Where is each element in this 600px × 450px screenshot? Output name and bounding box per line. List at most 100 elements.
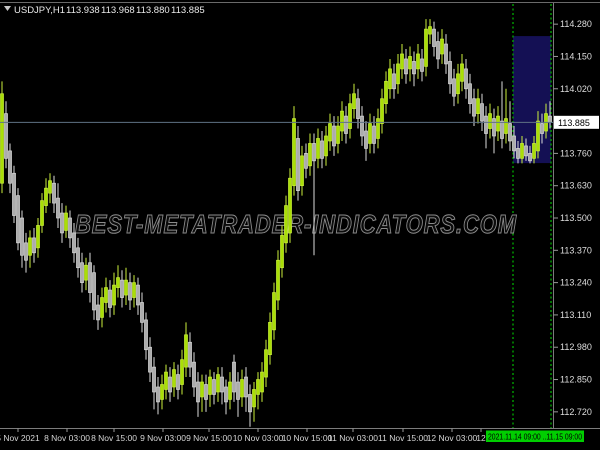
candle-body-bear	[136, 284, 140, 306]
candle	[132, 275, 136, 308]
candle-body-bear	[320, 140, 324, 159]
candle-body-bull	[308, 143, 312, 167]
candle-body-bull	[48, 180, 52, 194]
candle	[216, 367, 220, 402]
candle	[392, 63, 396, 99]
time-tick-label: 8 Nov 15:00	[91, 433, 137, 443]
symbol-header[interactable]: USDJPY,H1 113.938 113.968 113.880 113.88…	[4, 5, 205, 16]
candle	[92, 265, 96, 320]
candle-body-bear	[60, 212, 64, 234]
time-range-tag-bg	[486, 430, 584, 442]
candle-body-bull	[368, 123, 372, 144]
close-value: 113.885	[171, 5, 205, 16]
candles-layer	[0, 19, 552, 427]
candle-body-bull	[28, 237, 32, 256]
candle	[256, 372, 260, 410]
candle	[64, 205, 68, 238]
candle-body-bear	[332, 125, 336, 147]
candle-body-bear	[140, 302, 144, 323]
candle-body-bear	[304, 153, 308, 169]
candle-body-bear	[524, 145, 528, 157]
candle-body-bear	[432, 28, 436, 47]
time-tick-label: 12 Nov 03:00	[427, 433, 478, 443]
candle	[380, 88, 384, 134]
candle-body-bear	[212, 379, 216, 395]
candle-body-bear	[528, 153, 532, 162]
candle	[468, 73, 472, 114]
candle	[80, 252, 84, 293]
time-range-tag: 2021.11.14 09:00 ..11.15 09:00	[486, 430, 584, 442]
candle-body-bull	[428, 26, 432, 35]
candle	[164, 364, 168, 400]
candle-body-bear	[108, 289, 112, 308]
high-value: 113.968	[101, 5, 135, 16]
candle-body-bear	[444, 43, 448, 65]
candle-body-bull	[324, 135, 328, 157]
candle	[540, 113, 544, 144]
candle	[68, 210, 72, 248]
candle-body-bear	[484, 115, 488, 134]
candle-body-bear	[76, 247, 80, 269]
candle	[308, 133, 312, 176]
candle	[104, 277, 108, 313]
candle	[176, 364, 180, 400]
candle	[208, 369, 212, 407]
candle-body-bear	[360, 115, 364, 137]
candle	[312, 133, 316, 256]
candle-body-bear	[176, 374, 180, 390]
candle-body-bull	[316, 138, 320, 159]
candle-body-bear	[472, 98, 476, 117]
candle-body-bear	[188, 341, 192, 368]
candle-body-bear	[204, 384, 208, 400]
candle-body-bear	[392, 73, 396, 90]
current-price-tag-bg	[554, 115, 599, 129]
candle-body-bull	[272, 292, 276, 331]
price-axis-ticks: 114.280 114.150 114.020 113.760 113.630 113.5…	[553, 19, 592, 417]
price-tick-label: 114.150	[560, 51, 592, 61]
candle	[264, 339, 268, 387]
candle	[420, 49, 424, 82]
time-axis[interactable]	[0, 428, 600, 450]
candle	[224, 379, 228, 415]
candle	[388, 58, 392, 99]
candle-body-bull	[456, 73, 460, 95]
symbol-ohlc-line: USDJPY,H1 113.938 113.968 113.880 113.88…	[14, 5, 205, 16]
overlays-background	[512, 4, 552, 433]
candle	[300, 145, 304, 196]
candle	[28, 230, 32, 268]
candle	[228, 372, 232, 410]
candle	[436, 31, 440, 69]
candle-body-bull	[264, 349, 268, 378]
candle-body-bull	[112, 284, 116, 306]
candle	[304, 143, 308, 179]
candle	[508, 101, 512, 151]
price-axis[interactable]	[553, 3, 600, 428]
candle	[496, 106, 500, 141]
candle-body-bear	[464, 68, 468, 90]
candle	[252, 382, 256, 422]
time-tick-label: 10 Nov 03:00	[233, 433, 284, 443]
candle	[140, 292, 144, 333]
candle-body-bull	[300, 155, 304, 187]
candle-body-bull	[352, 93, 356, 110]
candle-body-bull	[252, 389, 256, 408]
candle	[448, 51, 452, 94]
candle	[480, 93, 484, 132]
candle-body-bear	[192, 361, 196, 388]
candle	[536, 111, 540, 159]
candle	[492, 108, 496, 154]
price-tick-label: 112.980	[560, 342, 592, 352]
candle-body-bull	[532, 143, 536, 159]
candle	[408, 46, 412, 82]
candle-body-bear	[220, 376, 224, 393]
candle-body-bull	[100, 297, 104, 318]
triangle-down-icon[interactable]	[4, 6, 11, 11]
price-tick-label: 113.370	[560, 245, 592, 255]
time-tick-label: 5 Nov 2021	[0, 433, 40, 443]
candle	[488, 103, 492, 139]
candle	[0, 81, 4, 194]
price-tick-label: 113.110	[560, 310, 591, 320]
candle	[192, 352, 196, 397]
candle	[76, 237, 80, 278]
